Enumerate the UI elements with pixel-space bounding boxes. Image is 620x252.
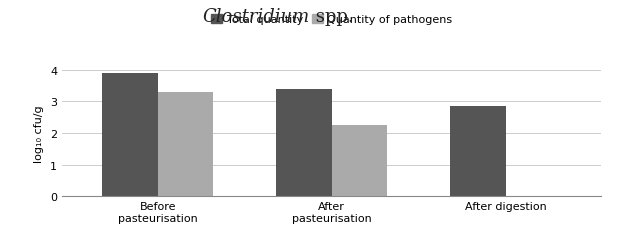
Bar — [102, 74, 157, 197]
Y-axis label: log₁₀ cfu/g: log₁₀ cfu/g — [35, 105, 45, 162]
Text: spp.: spp. — [310, 8, 354, 25]
Text: Clostridium: Clostridium — [203, 8, 310, 25]
Bar — [157, 93, 213, 197]
Bar — [450, 107, 506, 197]
Legend: Total quantity, Quantity of pathogens: Total quantity, Quantity of pathogens — [206, 11, 457, 30]
Bar — [332, 125, 388, 197]
Bar — [276, 89, 332, 197]
